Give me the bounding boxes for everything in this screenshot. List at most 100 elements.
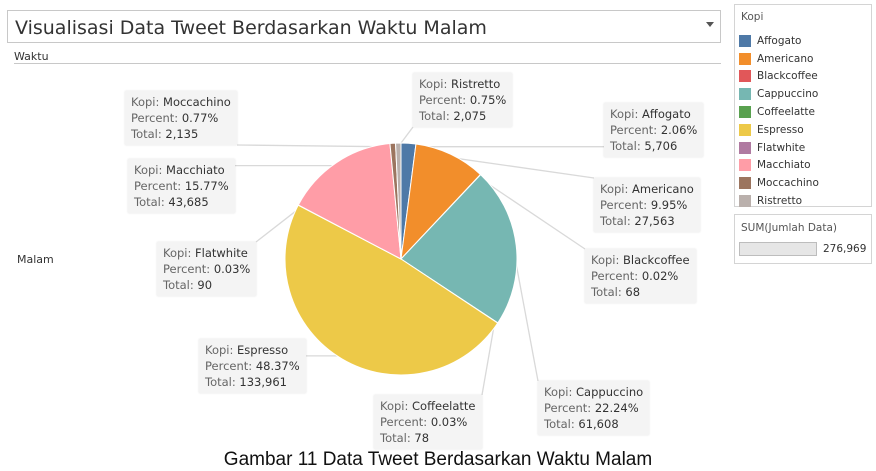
label-percent-key: Percent: [544, 401, 595, 415]
label-total-row: Total: 2,075 [419, 108, 506, 124]
label-percent-key: Percent: [134, 179, 185, 193]
legend-item-affogato[interactable]: Affogato [739, 32, 819, 50]
label-kopi-key: Kopi: [380, 399, 413, 413]
label-total-value: 43,685 [168, 195, 209, 209]
label-kopi-value: Coffeelatte [412, 399, 476, 413]
legend-item-blackcoffee[interactable]: Blackcoffee [739, 68, 819, 86]
chart-title: Visualisasi Data Tweet Berdasarkan Waktu… [15, 17, 487, 39]
label-percent-row: Percent: 0.03% [163, 261, 250, 277]
slice-label-macchiato: Kopi: Macchiato Percent: 15.77% Total: 43,… [128, 159, 235, 213]
label-percent-row: Percent: 2.06% [610, 122, 697, 138]
leader-lines [235, 126, 604, 396]
label-percent-row: Percent: 0.03% [380, 414, 476, 430]
legend-item-coffeelatte[interactable]: Coffeelatte [739, 103, 819, 121]
label-total-value: 27,563 [634, 214, 675, 228]
color-legend: Kopi Affogato Americano Blackcoffee Cappucc… [734, 4, 872, 210]
label-kopi-row: Kopi: Ristretto [419, 76, 506, 92]
label-total-key: Total: [419, 109, 454, 123]
slice-label-coffeelatte: Kopi: Coffeelatte Percent: 0.03% Total: 78 [374, 395, 482, 449]
legend-item-flatwhite[interactable]: Flatwhite [739, 139, 819, 157]
label-total-value: 68 [625, 285, 641, 299]
label-kopi-key: Kopi: [163, 246, 196, 260]
legend-item-moccachino[interactable]: Moccachino [739, 174, 819, 192]
label-percent-row: Percent: 0.77% [131, 110, 231, 126]
pie-slice-cappuccino[interactable] [400, 173, 518, 324]
legend-label: Coffeelatte [757, 106, 815, 119]
label-total-row: Total: 133,961 [205, 374, 300, 390]
label-percent-key: Percent: [600, 198, 651, 212]
label-percent-row: Percent: 0.02% [591, 268, 690, 284]
label-total-value: 78 [414, 431, 430, 445]
label-total-row: Total: 90 [163, 277, 250, 293]
label-percent-key: Percent: [205, 359, 256, 373]
legend-item-americano[interactable]: Americano [739, 50, 819, 68]
legend-item-macchiato[interactable]: Macchiato [739, 157, 819, 175]
legend-swatch [739, 159, 751, 172]
figure-caption: Gambar 11 Data Tweet Berdasarkan Waktu M… [223, 449, 653, 470]
label-total-row: Total: 5,706 [610, 138, 697, 154]
legend-item-cappuccino[interactable]: Cappuccino [739, 85, 819, 103]
label-percent-row: Percent: 15.77% [134, 178, 229, 194]
label-total-key: Total: [134, 195, 169, 209]
legend-swatch [739, 141, 751, 154]
slice-label-moccachino: Kopi: Moccachino Percent: 0.77% Total: 2,1… [125, 91, 237, 145]
slice-label-ristretto: Kopi: Ristretto Percent: 0.75% Total: 2,07… [413, 73, 513, 127]
size-legend-value: 276,969 [823, 243, 867, 255]
label-total-value: 61,608 [578, 417, 619, 431]
legend-item-ristretto[interactable]: Ristretto [739, 192, 819, 210]
label-kopi-value: Macchiato [166, 163, 225, 177]
legend-swatch [739, 106, 751, 119]
label-percent-value: 0.77% [181, 111, 219, 125]
leader-line-americano [449, 156, 595, 179]
label-kopi-row: Kopi: Blackcoffee [591, 252, 690, 268]
slice-label-cappuccino: Kopi: Cappuccino Percent: 22.24% Total: 61… [538, 381, 650, 435]
label-percent-row: Percent: 9.95% [600, 197, 694, 213]
pie-slices [284, 142, 518, 376]
legend-title: Kopi [741, 11, 764, 23]
legend-swatch [739, 70, 751, 83]
label-kopi-row: Kopi: Moccachino [131, 94, 231, 110]
label-percent-row: Percent: 0.75% [419, 92, 506, 108]
legend-swatch [739, 177, 751, 190]
label-percent-row: Percent: 22.24% [544, 400, 643, 416]
legend-swatch [739, 88, 751, 101]
legend-item-espresso[interactable]: Espresso [739, 121, 819, 139]
leader-line-coffeelatte [481, 320, 496, 396]
label-percent-value: 0.03% [430, 415, 468, 429]
label-kopi-row: Kopi: Coffeelatte [380, 398, 476, 414]
label-kopi-key: Kopi: [134, 163, 167, 177]
label-kopi-value: Americano [632, 182, 694, 196]
pie-slice-macchiato[interactable] [297, 142, 402, 260]
label-percent-value: 48.37% [255, 359, 300, 373]
pie-slice-americano[interactable] [400, 143, 482, 261]
label-kopi-row: Kopi: Americano [600, 181, 694, 197]
leader-line-blackcoffee [477, 176, 586, 250]
label-total-value: 2,075 [453, 109, 487, 123]
label-kopi-value: Espresso [237, 343, 289, 357]
label-percent-key: Percent: [131, 111, 182, 125]
legend-label: Moccachino [757, 177, 819, 190]
label-kopi-row: Kopi: Cappuccino [544, 384, 643, 400]
label-kopi-value: Blackcoffee [623, 253, 690, 267]
pie-slice-espresso[interactable] [284, 204, 499, 376]
size-legend-bar [739, 242, 817, 256]
label-kopi-row: Kopi: Espresso [205, 342, 300, 358]
legend-label: Ristretto [757, 195, 803, 208]
label-total-row: Total: 2,135 [131, 126, 231, 142]
label-percent-value: 0.03% [213, 262, 251, 276]
pie-slice-ristretto[interactable] [395, 142, 402, 260]
label-kopi-key: Kopi: [419, 77, 452, 91]
label-percent-value: 0.02% [641, 269, 679, 283]
label-kopi-value: Affogato [642, 107, 691, 121]
legend-label: Flatwhite [757, 141, 806, 154]
label-kopi-key: Kopi: [600, 182, 633, 196]
legend-swatch [739, 34, 751, 47]
title-dropdown-arrow-icon[interactable] [706, 22, 714, 27]
slice-label-americano: Kopi: Americano Percent: 9.95% Total: 27,5… [594, 178, 700, 232]
label-total-key: Total: [610, 139, 645, 153]
label-total-key: Total: [131, 127, 166, 141]
label-total-value: 133,961 [239, 375, 287, 389]
header-divider [14, 63, 721, 64]
legend-label: Espresso [757, 123, 804, 136]
legend-swatch [739, 123, 751, 136]
